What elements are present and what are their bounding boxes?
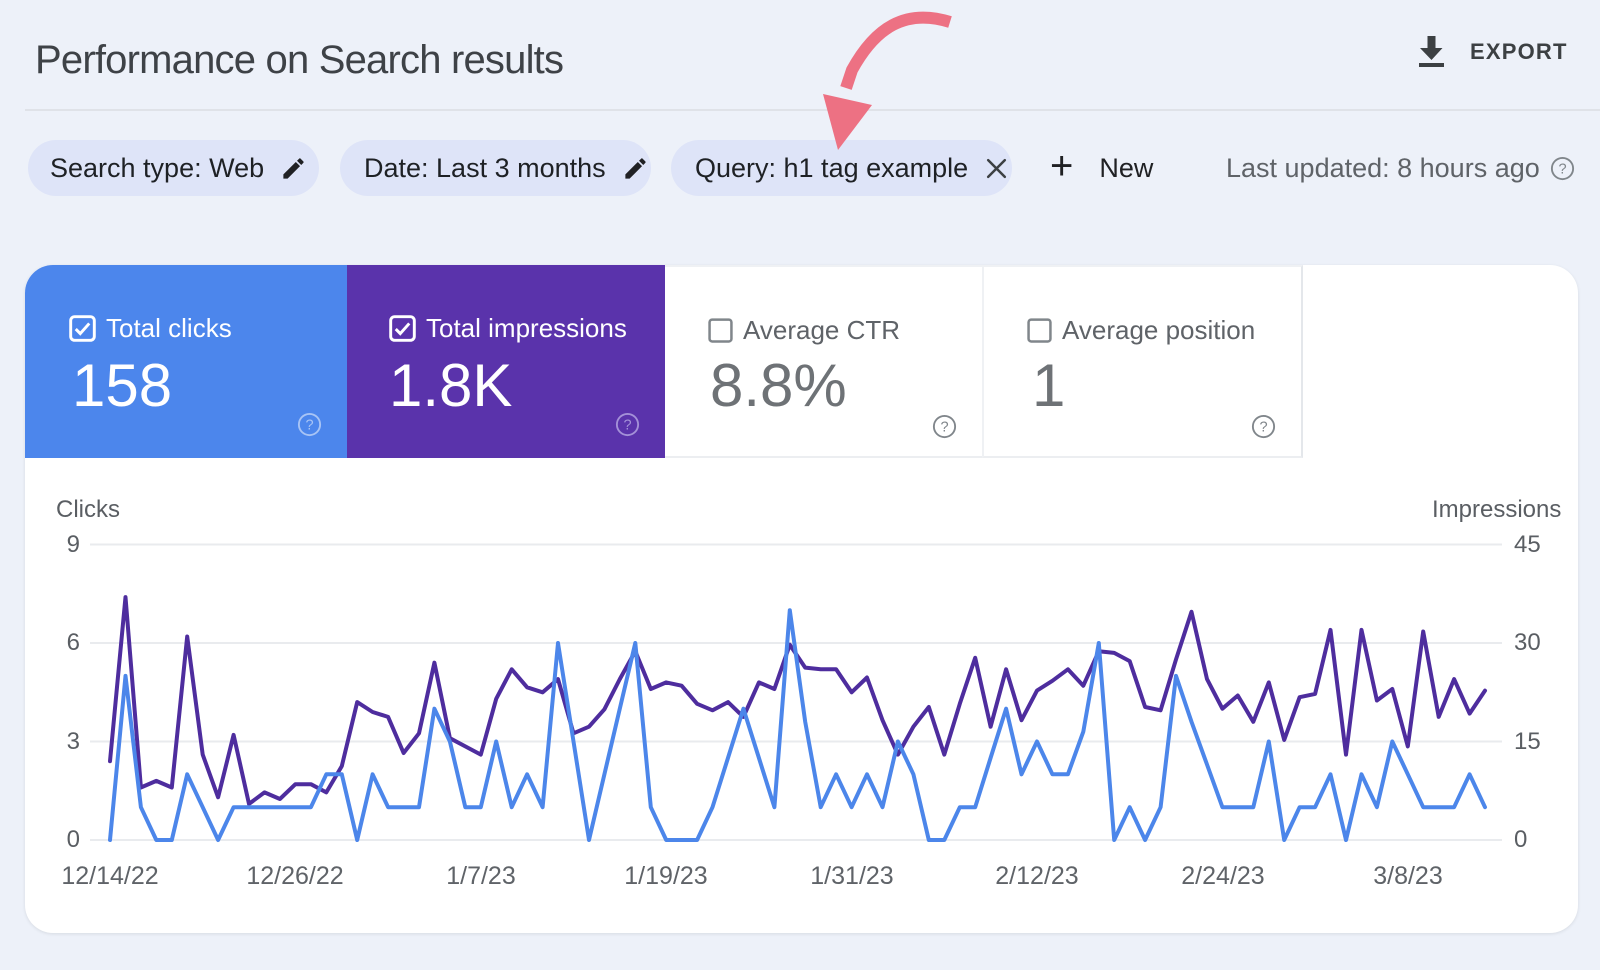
svg-text:?: ? — [940, 420, 948, 436]
svg-text:?: ? — [1259, 420, 1267, 436]
svg-text:?: ? — [623, 418, 631, 434]
svg-text:?: ? — [1558, 161, 1566, 177]
svg-text:?: ? — [305, 418, 313, 434]
